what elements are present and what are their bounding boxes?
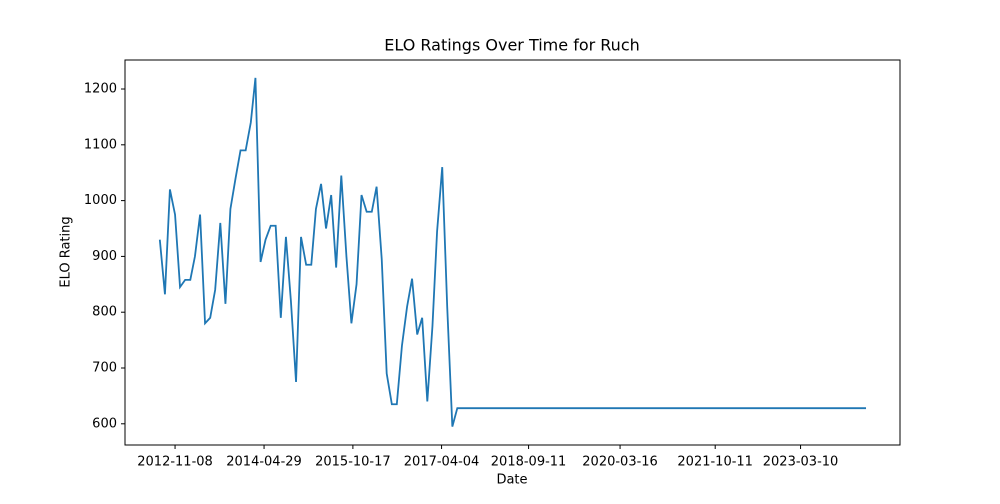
plot-frame — [124, 59, 901, 446]
y-axis-label: ELO Rating — [59, 216, 74, 287]
y-tick-label: 1100 — [84, 137, 117, 152]
y-tick-label: 600 — [92, 416, 117, 431]
y-tick-label: 1200 — [84, 82, 117, 97]
x-tick-label: 2023-03-10 — [763, 455, 839, 470]
line — [158, 77, 867, 427]
y-tick-label: 900 — [92, 249, 117, 264]
x-tick-label: 2021-10-11 — [677, 455, 753, 470]
chart-title: ELO Ratings Over Time for Ruch — [384, 36, 640, 55]
x-tick-label: 2017-04-04 — [404, 455, 480, 470]
x-tick-label: 2018-09-11 — [491, 455, 567, 470]
y-tick-label: 1000 — [84, 193, 117, 208]
y-tick-label: 700 — [92, 361, 117, 376]
x-tick-label: 2014-04-29 — [226, 455, 302, 470]
y-tick-label: 800 — [92, 305, 117, 320]
x-tick-label: 2012-11-08 — [137, 455, 213, 470]
x-tick-label: 2020-03-16 — [582, 455, 658, 470]
x-tick-label: 2015-10-17 — [315, 455, 391, 470]
x-axis-label: Date — [496, 473, 527, 488]
